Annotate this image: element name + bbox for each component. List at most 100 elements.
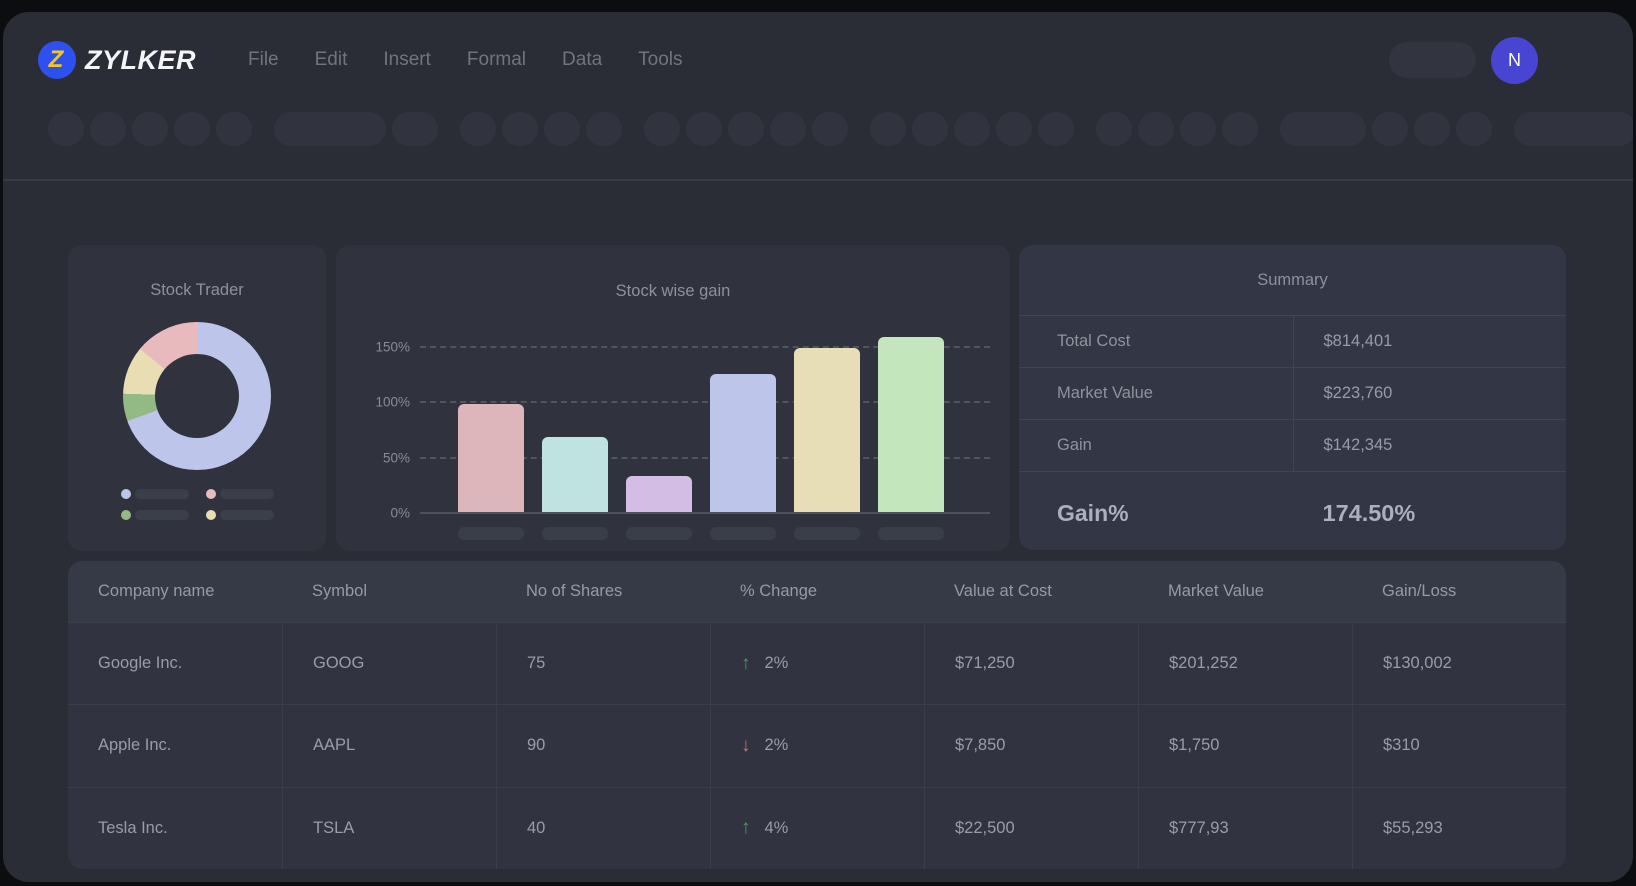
toolbar-skeleton-pill [1038,112,1074,146]
toolbar-skeleton-pill [1372,112,1408,146]
toolbar-skeleton-pill [586,112,622,146]
table-header-cell: Company name [98,582,215,600]
legend-green-dot-icon [120,510,131,520]
toolbar-skeleton-pill [544,112,580,146]
menu-item-tools[interactable]: Tools [638,49,683,70]
avatar[interactable]: N [1491,36,1538,84]
stock-wise-gain-card: Stock wise gain 150% 100% 50% 0% [336,245,1010,551]
cell-change: ↓ 2% [710,705,924,787]
toolbar-skeleton-pill [686,112,722,146]
brand-name: ZYLKER [85,44,196,75]
cell-company: Apple Inc. [98,736,172,755]
change-value: 2% [764,654,789,673]
table-header-cell: Market Value [1168,582,1264,600]
gridline-0 [420,512,990,514]
table-header-cell: Value at Cost [954,582,1052,600]
legend-item [205,489,274,499]
toolbar-skeleton-pill [460,112,496,146]
table-row: Tesla Inc. TSLA 40 ↑ 4% $22,500 $777,93 $55,293 [68,786,1566,869]
toolbar-skeleton-pill [392,112,438,146]
toolbar-skeleton-pill [954,112,990,146]
legend-lavender-dot-icon [120,489,131,499]
toolbar-skeleton-pill [1514,112,1633,146]
cell-change: ↑ 4% [710,787,924,869]
cell-company: Google Inc. [98,654,183,673]
cell-shares: 90 [496,705,710,787]
legend-label-skeleton [219,510,274,520]
summary-row: Gain $142,345 [1019,419,1566,471]
cell-shares: 40 [496,787,710,869]
table-body: Google Inc. GOOG 75 ↑ 2% $71,250 $201,252 $130,… [68,622,1566,869]
summary-value: $142,345 [1292,420,1567,471]
toolbar-skeleton-pill [770,112,806,146]
cell-change: ↑ 2% [710,623,924,705]
summary-card: Summary Total Cost $814,401 Market Value $2… [1019,245,1566,550]
menu-item-edit[interactable]: Edit [314,49,348,70]
toolbar-skeleton-pill [644,112,680,146]
toolbar-group [274,112,438,146]
change-up-icon: ↑ [741,652,751,674]
app-header: Z ZYLKER File Edit Insert Formal Data Tools N [3,12,1633,181]
x-label-skeleton [458,527,524,540]
toolbar-skeleton-pill [1222,112,1258,146]
holdings-table: Company name Symbol No of Shares % Change Va… [68,561,1566,869]
table-header-cell: Gain/Loss [1382,582,1457,600]
legend-label-skeleton [134,510,189,520]
cell-value-at-cost: $22,500 [924,787,1138,869]
x-label-skeleton [626,527,692,540]
summary-gain-label: Gain% [1057,500,1129,526]
cell-gain-loss: $130,002 [1352,623,1566,705]
bar-card-title: Stock wise gain [615,282,731,300]
summary-value: $814,401 [1292,316,1567,367]
cell-company: Tesla Inc. [98,818,168,837]
toolbar-skeleton-pill [90,112,126,146]
bar-5 [794,348,860,512]
bar-4 [710,373,776,512]
cell-gain-loss: $310 [1352,705,1566,787]
x-label-skeleton [794,527,860,540]
y-axis-label: 150% [375,339,410,355]
menu-item-formal[interactable]: Formal [466,49,527,70]
change-up-icon: ↑ [741,817,751,839]
menu-item-insert[interactable]: Insert [383,49,431,70]
table-row: Apple Inc. AAPL 90 ↓ 2% $7,850 $1,750 $310 [68,704,1566,787]
legend-item [120,510,189,520]
legend-item [120,489,189,499]
legend-label-skeleton [134,489,189,499]
header-button-placeholder [1389,42,1476,78]
legend-cream-dot-icon [205,510,216,520]
menu-item-file[interactable]: File [248,49,279,70]
summary-title: Summary [1257,270,1328,289]
x-label-skeleton [542,527,608,540]
bar-3 [626,475,692,512]
toolbar-skeleton-pill [48,112,84,146]
toolbar-skeleton-pill [996,112,1032,146]
summary-gain-value: 174.50% [1322,500,1416,526]
cell-symbol: GOOG [282,623,496,705]
y-axis-label: 50% [382,450,410,466]
change-down-icon: ↓ [741,734,751,756]
toolbar-group [870,112,1074,146]
summary-gain-row: Gain% 174.50% [1019,471,1566,555]
toolbar-skeleton-pill [1280,112,1366,146]
toolbar-skeleton-pill [1096,112,1132,146]
toolbar-group [644,112,848,146]
toolbar-skeleton-pill [132,112,168,146]
summary-row: Total Cost $814,401 [1019,315,1566,367]
gridline-150 [420,346,990,349]
bar-1 [458,403,524,512]
y-axis-label: 0% [390,505,410,521]
toolbar-skeleton [48,112,1633,146]
menu-item-data[interactable]: Data [562,49,603,70]
y-axis-label: 100% [375,394,410,410]
stock-trader-card: Stock Trader [68,245,326,551]
header-right-cluster: N [1389,36,1538,84]
top-bar: Z ZYLKER File Edit Insert Formal Data Tools N [3,12,1633,108]
cell-market-value: $777,93 [1138,787,1352,869]
legend-item [205,510,274,520]
table-header-cell: % Change [740,582,818,600]
summary-label: Gain [1057,436,1092,454]
zylker-logo-icon: Z [38,41,76,79]
toolbar-group [1280,112,1492,146]
donut-card-title: Stock Trader [150,281,244,299]
